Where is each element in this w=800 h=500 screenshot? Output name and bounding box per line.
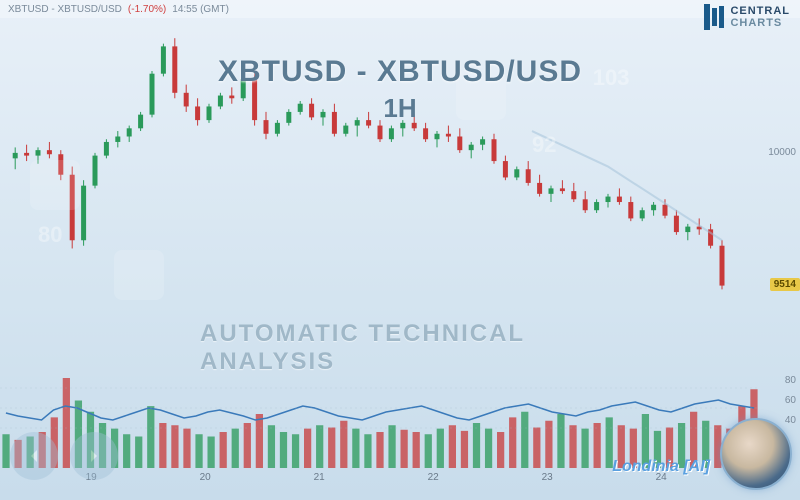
price-y-axis: 10000 xyxy=(762,20,800,350)
nav-prev-icon[interactable] xyxy=(10,432,58,480)
price-change: (-1.70%) xyxy=(128,4,166,15)
ticker-label: XBTUSD - XBTUSD/USD xyxy=(8,4,122,15)
chart-header: XBTUSD - XBTUSD/USD (-1.70%) 14:55 (GMT) xyxy=(0,0,800,18)
chart-subtitle: AUTOMATIC TECHNICAL ANALYSIS xyxy=(200,320,600,376)
chart-title-block: XBTUSD - XBTUSD/USD 1H xyxy=(218,55,582,124)
brand-logo[interactable]: CENTRAL CHARTS xyxy=(704,4,790,30)
logo-icon xyxy=(704,4,724,30)
logo-text: CENTRAL CHARTS xyxy=(730,5,790,29)
chart-timeframe: 1H xyxy=(218,93,582,124)
ai-avatar[interactable] xyxy=(720,418,792,490)
nav-icons xyxy=(10,432,118,480)
timestamp: 14:55 (GMT) xyxy=(172,4,229,15)
nav-next-icon[interactable] xyxy=(70,432,118,480)
watermark: Londinia [AI] xyxy=(612,458,710,476)
chart-title: XBTUSD - XBTUSD/USD xyxy=(218,55,582,89)
current-price-badge: 9514 xyxy=(770,278,800,291)
